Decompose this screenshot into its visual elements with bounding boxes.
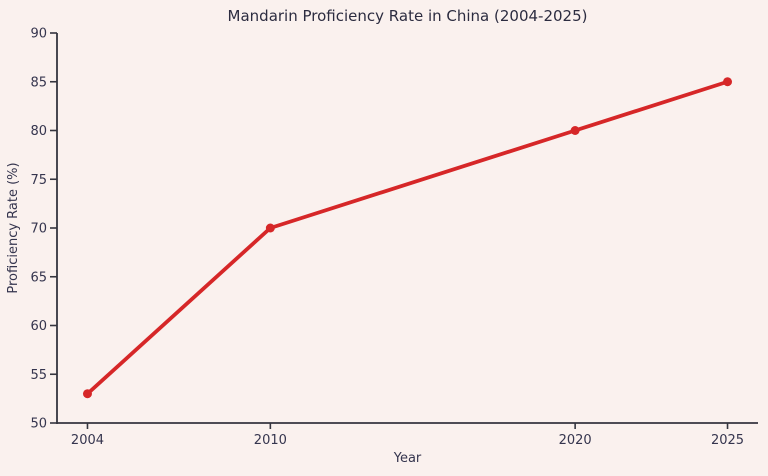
y-tick-label: 90 bbox=[30, 27, 47, 42]
data-point-marker bbox=[723, 77, 733, 87]
data-point-marker bbox=[265, 223, 275, 233]
y-tick-label: 80 bbox=[30, 124, 47, 139]
x-axis-label: Year bbox=[393, 451, 422, 466]
y-tick-label: 70 bbox=[30, 222, 47, 237]
axis-ticks bbox=[50, 32, 729, 429]
x-tick-label: 2020 bbox=[559, 433, 592, 448]
x-tick-label: 2010 bbox=[254, 433, 287, 448]
trend-line bbox=[85, 79, 730, 396]
chart-title: Mandarin Proficiency Rate in China (2004… bbox=[227, 7, 588, 25]
y-tick-label: 50 bbox=[30, 417, 47, 432]
y-tick-label: 65 bbox=[30, 270, 47, 285]
line-series bbox=[82, 77, 733, 399]
y-tick-label: 60 bbox=[30, 319, 47, 334]
y-tick-label: 55 bbox=[30, 368, 47, 383]
y-tick-label: 85 bbox=[30, 75, 47, 90]
x-tick-label: 2025 bbox=[711, 433, 744, 448]
data-point-marker bbox=[570, 126, 580, 135]
axis-tick-labels: 50 55 60 65 70 75 80 85 90 2004 2010 2020 2025 bbox=[30, 27, 744, 449]
data-point-marker bbox=[82, 389, 92, 399]
axes-spines bbox=[56, 33, 758, 424]
x-tick-label: 2004 bbox=[71, 433, 104, 448]
y-tick-label: 75 bbox=[30, 173, 47, 188]
